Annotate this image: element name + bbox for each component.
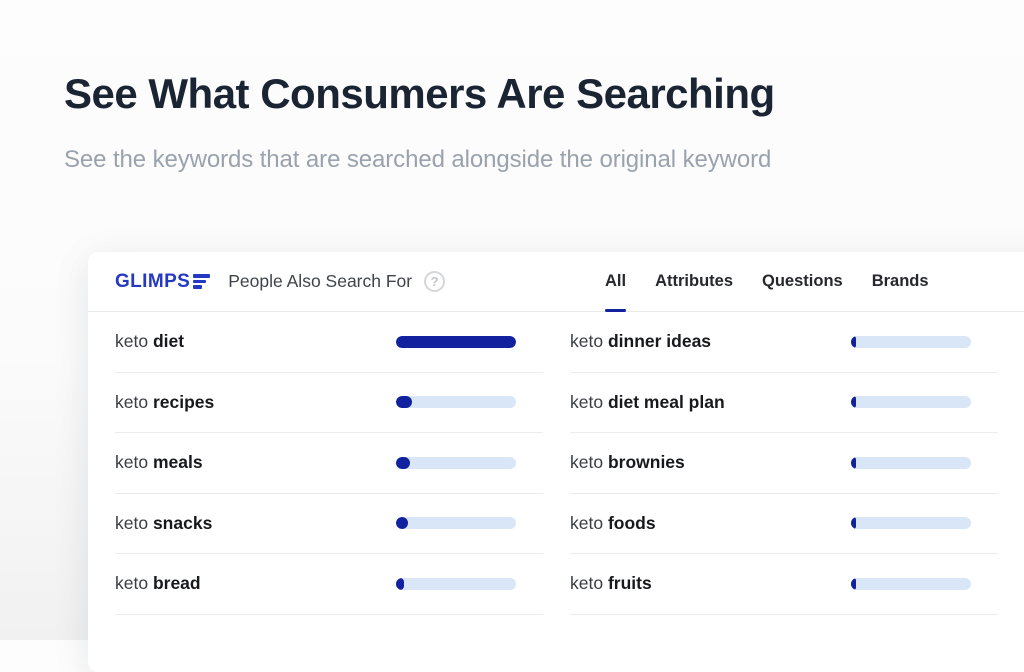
keyword-term: brownies [607, 452, 685, 473]
keyword-prefix: keto [570, 573, 608, 594]
keyword-term: recipes [152, 391, 215, 412]
keyword-prefix: keto [570, 391, 608, 412]
keyword-label: keto foods [570, 513, 656, 534]
keyword-row: keto fruits [570, 554, 998, 615]
keyword-row: keto meals [115, 433, 543, 494]
keyword-row: keto snacks [115, 494, 543, 554]
popularity-bar-fill [396, 517, 408, 530]
keyword-column-left: keto diet keto recipes keto meals keto snac… [115, 312, 543, 615]
keyword-label: keto diet [115, 331, 184, 352]
glimpse-logo: GLIMPS [115, 270, 211, 293]
keyword-prefix: keto [115, 452, 153, 473]
popularity-bar [396, 517, 516, 530]
keyword-label: keto meals [115, 452, 203, 473]
keyword-row: keto dinner ideas [570, 312, 998, 373]
keyword-label: keto recipes [115, 392, 214, 413]
keyword-term: foods [607, 512, 656, 533]
popularity-bar-fill [851, 517, 856, 530]
popularity-bar [396, 456, 516, 469]
keyword-row: keto diet meal plan [570, 373, 998, 433]
page-subtitle: See the keywords that are searched along… [64, 146, 772, 173]
popularity-bar-fill [396, 396, 412, 409]
keyword-label: keto brownies [570, 452, 685, 473]
popularity-bar-fill [851, 335, 856, 348]
tab-all[interactable]: All [605, 252, 627, 312]
keyword-prefix: keto [570, 512, 608, 533]
keyword-prefix: keto [115, 573, 153, 594]
tab-attributes[interactable]: Attributes [655, 272, 734, 290]
keyword-prefix: keto [115, 512, 153, 533]
keyword-label: keto bread [115, 573, 201, 594]
keyword-row: keto diet [115, 312, 543, 373]
popularity-bar [851, 456, 971, 469]
popularity-bar [851, 577, 971, 590]
popularity-bar-fill [851, 577, 856, 590]
keyword-prefix: keto [570, 452, 608, 473]
page-title: See What Consumers Are Searching [64, 70, 775, 117]
popularity-bar [396, 396, 516, 409]
keyword-prefix: keto [115, 331, 153, 352]
keyword-prefix: keto [115, 391, 153, 412]
keyword-row: keto bread [115, 554, 543, 615]
keyword-term: snacks [152, 512, 213, 533]
popularity-bar [851, 335, 971, 348]
keyword-row: keto recipes [115, 373, 543, 433]
popularity-bar [396, 577, 516, 590]
glimpse-e-icon [193, 274, 211, 289]
keyword-term: fruits [607, 573, 652, 594]
keyword-prefix: keto [570, 331, 608, 352]
tabs: All Attributes Questions Brands [605, 252, 929, 312]
popularity-bar-fill [396, 335, 516, 348]
keyword-label: keto snacks [115, 513, 212, 534]
popularity-bar-fill [396, 577, 405, 590]
popularity-bar [851, 396, 971, 409]
keyword-label: keto dinner ideas [570, 331, 711, 352]
keyword-term: dinner ideas [607, 331, 712, 352]
popularity-bar-fill [851, 456, 856, 469]
popularity-bar-fill [851, 396, 856, 409]
tab-questions[interactable]: Questions [762, 272, 843, 290]
keyword-label: keto fruits [570, 573, 652, 594]
widget-title: People Also Search For [228, 271, 413, 291]
keyword-row: keto foods [570, 494, 998, 554]
keyword-column-right: keto dinner ideas keto diet meal plan keto… [570, 312, 998, 615]
pasf-widget-card: GLIMPS People Also Search For ? All Attri… [88, 252, 1024, 672]
widget-header: GLIMPS People Also Search For ? All Attri… [88, 252, 1024, 312]
popularity-bar-fill [396, 456, 411, 469]
keyword-term: diet [152, 331, 185, 352]
help-icon[interactable]: ? [424, 271, 446, 292]
widget-body: keto diet keto recipes keto meals keto snac… [88, 312, 1024, 615]
keyword-term: meals [152, 452, 203, 473]
popularity-bar [851, 517, 971, 530]
keyword-term: diet meal plan [607, 391, 725, 412]
keyword-row: keto brownies [570, 433, 998, 494]
keyword-term: bread [152, 573, 201, 594]
popularity-bar [396, 335, 516, 348]
glimpse-logo-text: GLIMPS [115, 270, 191, 292]
keyword-label: keto diet meal plan [570, 392, 725, 413]
tab-brands[interactable]: Brands [871, 272, 929, 290]
